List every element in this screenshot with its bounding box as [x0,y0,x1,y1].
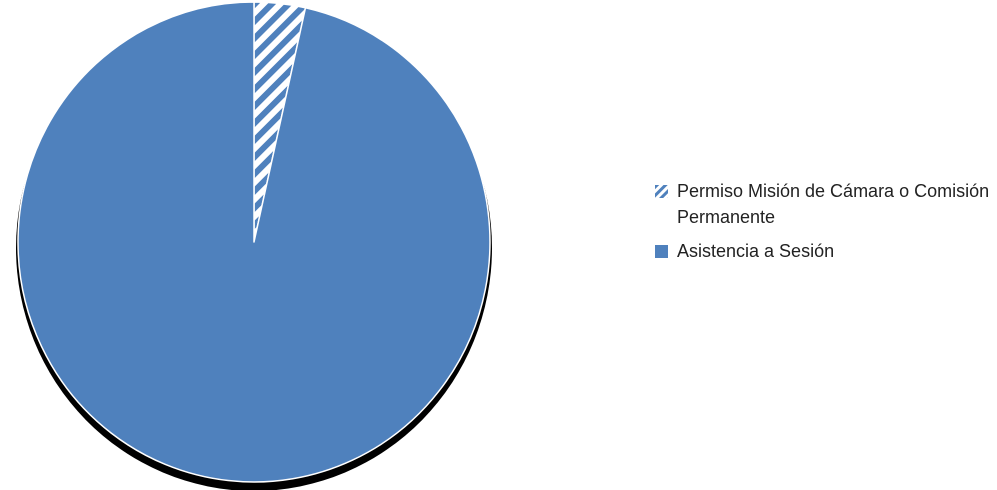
legend-label-asistencia: Asistencia a Sesión [677,241,835,261]
pie-slice-asistencia [17,1,491,483]
legend-item-asistencia: Asistencia a Sesión [655,238,995,264]
legend-swatch-solid [655,245,668,258]
pie-slices [17,1,491,483]
legend-item-permiso: Permiso Misión de Cámara o Comisión Perm… [655,178,995,230]
legend: Permiso Misión de Cámara o Comisión Perm… [655,178,995,264]
legend-swatch-hatched [655,185,668,198]
legend-label-permiso: Permiso Misión de Cámara o Comisión Perm… [677,181,990,227]
